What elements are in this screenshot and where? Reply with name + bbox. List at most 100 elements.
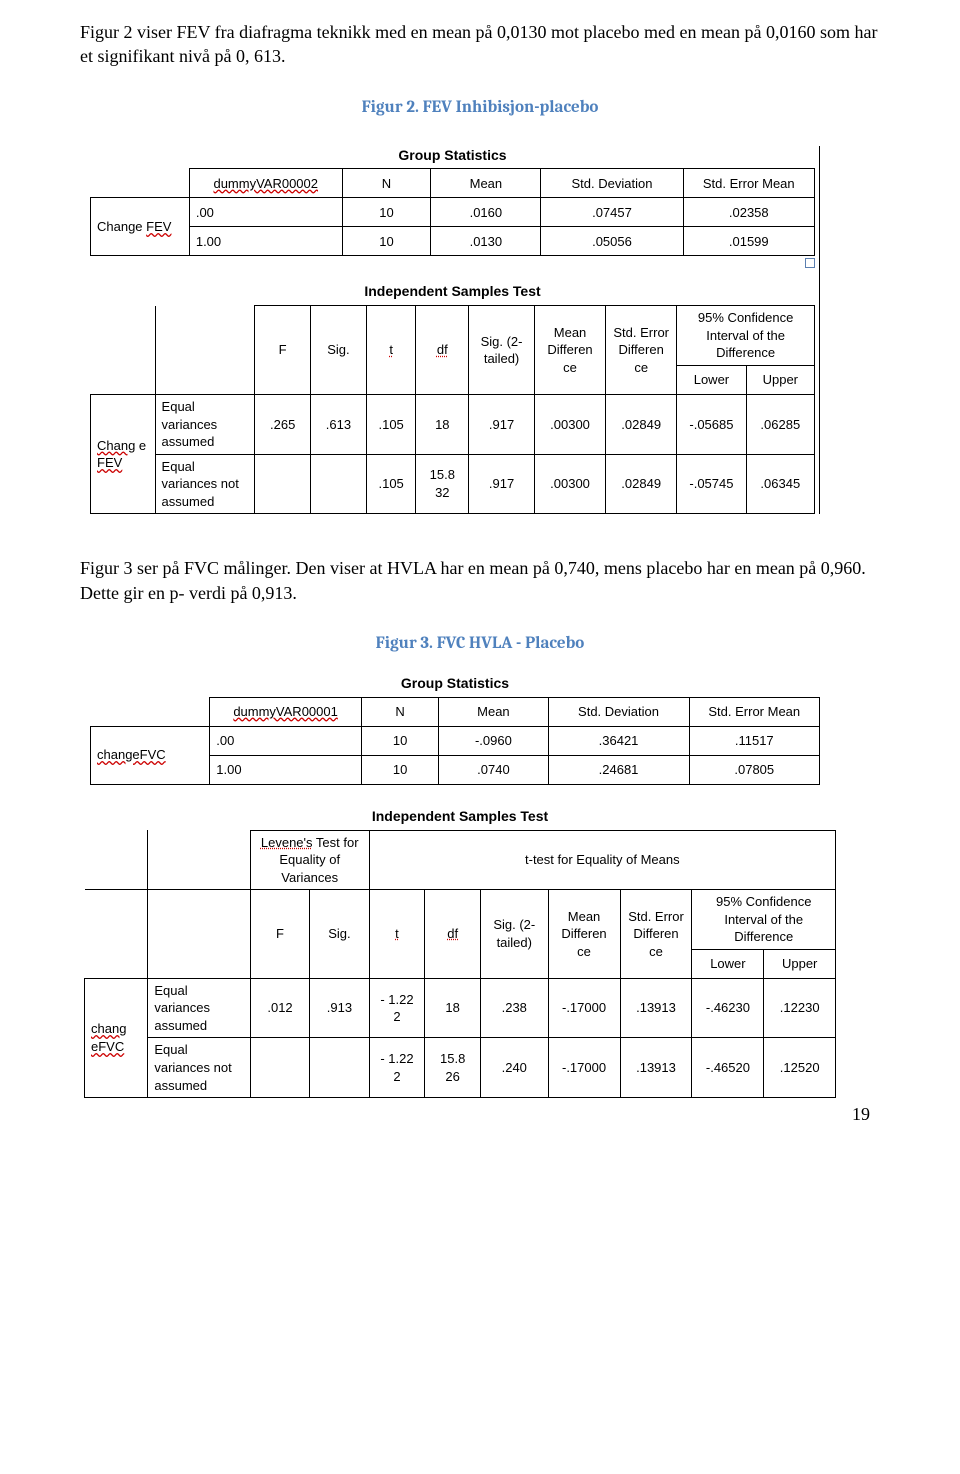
cell: .06345 [746, 454, 814, 514]
col-header: Levene's Test for Equality of Variances [250, 830, 369, 890]
cell: .00300 [534, 454, 605, 514]
figure-3-caption: Figur 3. FVC HVLA - Placebo [80, 633, 880, 656]
cell: 18 [425, 978, 481, 1038]
cell: .13913 [620, 1038, 692, 1098]
cell [311, 454, 367, 514]
col-header: Std. Error Differen ce [606, 306, 677, 395]
group-stats-2-table: dummyVAR00001 N Mean Std. Deviation Std.… [90, 697, 820, 785]
cell: .238 [481, 978, 549, 1038]
cell: 10 [361, 726, 438, 755]
row-var: Chang e FEV [91, 394, 156, 513]
cell: .240 [481, 1038, 549, 1098]
col-header: F [250, 890, 309, 979]
cell: .06285 [746, 394, 814, 454]
col-header: Upper [764, 949, 836, 978]
cell: - 1.22 2 [369, 978, 425, 1038]
row-var: changeFVC [91, 726, 210, 784]
cell: .36421 [548, 726, 689, 755]
cell: 10 [361, 755, 438, 784]
row-var: Change FEV [91, 198, 190, 256]
ist-1-table: F Sig. t df Sig. (2-tailed) Mean Differe… [90, 305, 815, 514]
table-row: dummyVAR00002 N Mean Std. Deviation Std.… [91, 169, 815, 198]
cell: -.17000 [548, 978, 620, 1038]
cell: .02849 [606, 394, 677, 454]
col-header: Std. Error Differen ce [620, 890, 692, 979]
col-header: Mean [431, 169, 541, 198]
cell: .13913 [620, 978, 692, 1038]
cell: .917 [469, 454, 535, 514]
cell: .012 [250, 978, 309, 1038]
cell: .00300 [534, 394, 605, 454]
group-stats-1-title: Group Statistics [90, 146, 815, 165]
cell: .02849 [606, 454, 677, 514]
col-header: dummyVAR00001 [233, 704, 338, 719]
cell: - 1.22 2 [369, 1038, 425, 1098]
col-header: dummyVAR00002 [213, 176, 318, 191]
col-header: 95% Confidence Interval of the Differenc… [677, 306, 815, 366]
cell: Equal variances assumed [155, 394, 255, 454]
table-row: Equal variances not assumed - 1.22 2 15.… [85, 1038, 836, 1098]
table-row: changeFVC .00 10 -.0960 .36421 .11517 [91, 726, 820, 755]
col-header: Lower [692, 949, 764, 978]
table-row: chang eFVC Equal variances assumed .012 … [85, 978, 836, 1038]
cell: 10 [342, 198, 431, 227]
cell: .24681 [548, 755, 689, 784]
col-header: N [361, 697, 438, 726]
col-header: Sig. [311, 306, 367, 395]
col-header: Upper [746, 365, 814, 394]
cell: .105 [366, 454, 416, 514]
cell: -.0960 [439, 726, 548, 755]
paragraph-2: Figur 3 ser på FVC målinger. Den viser a… [80, 556, 880, 605]
marker-square-icon [805, 258, 815, 268]
page-number: 19 [80, 1102, 880, 1126]
cell: 10 [342, 227, 431, 256]
cell: .00 [210, 726, 362, 755]
cell: .913 [310, 978, 369, 1038]
cell: .105 [366, 394, 416, 454]
col-header: Lower [677, 365, 746, 394]
table-row: Equal variances not assumed .105 15.8 32… [91, 454, 815, 514]
cell: 18 [416, 394, 469, 454]
ist-2-table: Levene's Test for Equality of Variances … [84, 830, 836, 1099]
cell: .00 [189, 198, 342, 227]
col-header: 95% Confidence Interval of the Differenc… [692, 890, 836, 950]
cell: .07805 [689, 755, 819, 784]
col-header: Mean Differen ce [534, 306, 605, 395]
col-header: df [416, 306, 469, 395]
col-header: t [369, 890, 425, 979]
cell: .01599 [683, 227, 814, 256]
col-header: df [425, 890, 481, 979]
cell: Equal variances not assumed [155, 454, 255, 514]
cell: Equal variances assumed [148, 978, 250, 1038]
table-row: dummyVAR00001 N Mean Std. Deviation Std.… [91, 697, 820, 726]
cell [255, 454, 311, 514]
table-row: Levene's Test for Equality of Variances … [85, 830, 836, 890]
cell: .917 [469, 394, 535, 454]
cell: 1.00 [189, 227, 342, 256]
col-header: Sig. (2-tailed) [481, 890, 549, 979]
col-header: Mean Differen ce [548, 890, 620, 979]
col-header: F [255, 306, 311, 395]
row-var: chang eFVC [85, 978, 148, 1097]
ist-1-title: Independent Samples Test [90, 282, 815, 301]
col-header: Mean [439, 697, 548, 726]
cell: -.05745 [677, 454, 746, 514]
cell: .12520 [764, 1038, 836, 1098]
cell: 15.8 32 [416, 454, 469, 514]
cell: Equal variances not assumed [148, 1038, 250, 1098]
cell: -.17000 [548, 1038, 620, 1098]
group-stats-2-title: Group Statistics [90, 674, 820, 693]
cell: .02358 [683, 198, 814, 227]
ist-2-wrap: Independent Samples Test Levene's Test f… [84, 807, 836, 1098]
cell: .11517 [689, 726, 819, 755]
page: Figur 2 viser FEV fra diafragma teknikk … [0, 0, 960, 1166]
table-row: F Sig. t df Sig. (2-tailed) Mean Differe… [85, 890, 836, 950]
cell: .265 [255, 394, 311, 454]
cell: 1.00 [210, 755, 362, 784]
cell: -.46520 [692, 1038, 764, 1098]
cell: .12230 [764, 978, 836, 1038]
cell: -.05685 [677, 394, 746, 454]
cell: .07457 [541, 198, 683, 227]
col-header: Std. Deviation [541, 169, 683, 198]
col-header: Sig. [310, 890, 369, 979]
